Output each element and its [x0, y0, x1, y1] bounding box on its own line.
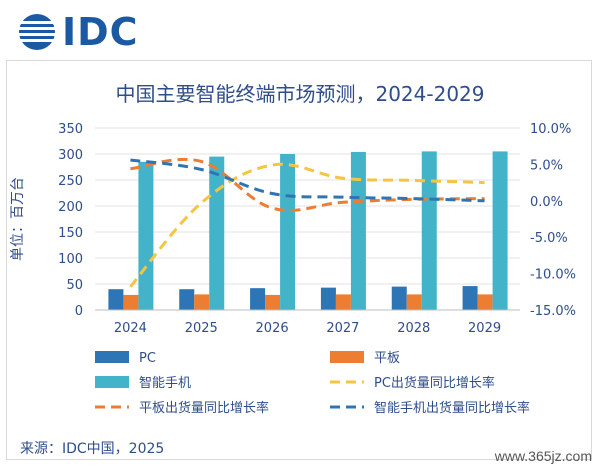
tablet-bar: [265, 294, 281, 310]
x-tick-label: 2025: [185, 321, 218, 336]
y-left-tick-label: 250: [58, 174, 83, 189]
tablet-bar: [194, 294, 210, 310]
y-right-tick-label: 5.0%: [530, 158, 563, 173]
logo-text: IDC: [62, 10, 139, 54]
watermark: www.365jz.com: [494, 448, 592, 464]
y-left-tick-label: 150: [58, 226, 83, 241]
tablet-bar: [406, 294, 422, 310]
pc-growth-line: [129, 162, 485, 288]
legend-pc-swatch: [95, 351, 129, 363]
legend-phone-swatch: [95, 376, 129, 388]
phone-bar: [138, 161, 154, 310]
tablet-bar: [477, 294, 493, 310]
idc-logo: IDC: [18, 10, 139, 54]
pc-bar: [250, 288, 266, 310]
y-right-tick-label: -10.0%: [530, 268, 576, 283]
legend-pc-label: PC: [139, 351, 156, 366]
y-right-tick-label: 10.0%: [530, 122, 571, 137]
pc-bar: [462, 286, 478, 310]
y-left-tick-label: 0: [75, 304, 83, 319]
phone-bar: [350, 151, 366, 310]
y-left-tick-label: 50: [66, 278, 83, 293]
x-tick-label: 2027: [326, 321, 359, 336]
chart-title: 中国主要智能终端市场预测，2024-2029: [115, 82, 485, 106]
y-right-tick-label: -5.0%: [530, 231, 568, 246]
y-left-tick-label: 100: [58, 252, 83, 267]
phone-bar: [492, 151, 508, 310]
y-left-tick-label: 350: [58, 122, 83, 137]
pc-bar: [108, 289, 124, 310]
pc-bar: [179, 289, 195, 310]
legend-tablet-label: 平板: [374, 351, 400, 366]
source-note: 来源：IDC中国，2025: [20, 441, 165, 457]
phone-bar: [421, 151, 437, 310]
phone-bar: [209, 156, 225, 310]
y-left-tick-label: 200: [58, 200, 83, 215]
x-tick-label: 2028: [397, 321, 430, 336]
legend-tablet-swatch: [330, 351, 364, 363]
y-right-tick-label: -15.0%: [530, 304, 576, 319]
x-tick-label: 2029: [468, 321, 501, 336]
pc-bar: [320, 287, 336, 310]
legend-phone-growth-label: 智能手机出货量同比增长率: [374, 400, 530, 416]
phone-bar: [280, 154, 296, 310]
pc-bar: [391, 286, 407, 310]
x-tick-label: 2026: [256, 321, 289, 336]
legend-tablet-growth-label: 平板出货量同比增长率: [139, 400, 269, 416]
legend-phone-label: 智能手机: [139, 376, 191, 391]
phone-growth-line: [130, 158, 485, 203]
y-left-tick-label: 300: [58, 148, 83, 163]
x-tick-label: 2024: [114, 321, 147, 336]
y-right-tick-label: 0.0%: [530, 195, 563, 210]
globe-icon: [19, 14, 55, 50]
y-axis-label: 单位：百万台: [10, 177, 26, 261]
tablet-bar: [335, 294, 351, 310]
tablet-bar: [123, 294, 139, 310]
chart-frame: [6, 60, 592, 460]
legend-pc-growth-label: PC出货量同比增长率: [374, 375, 495, 391]
